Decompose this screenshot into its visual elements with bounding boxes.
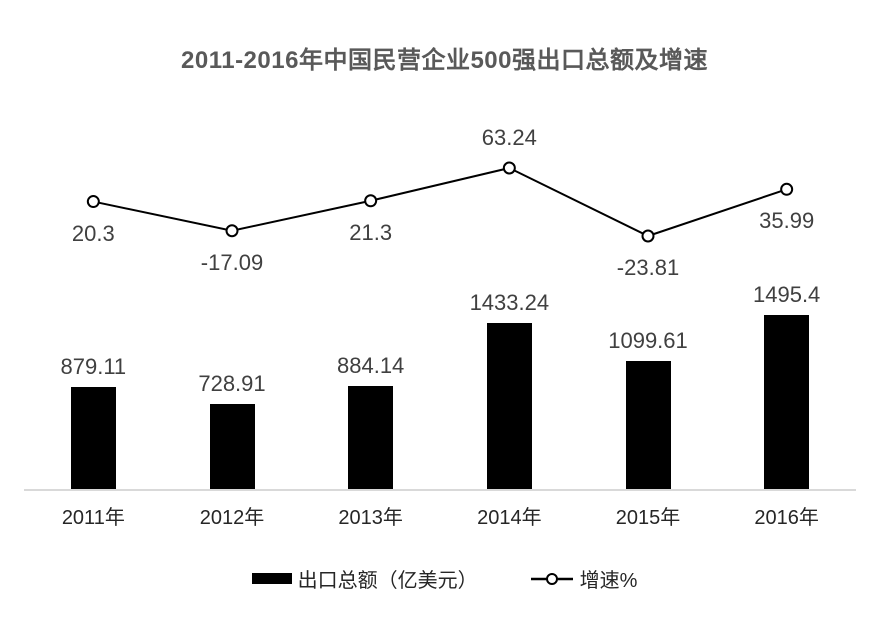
- line-point-marker: [225, 224, 239, 238]
- x-axis-tick-label: 2015年: [615, 507, 681, 529]
- line-point-marker: [641, 229, 655, 243]
- bar-value-label: 1433.24: [469, 289, 550, 315]
- x-axis-tick-label: 2012年: [199, 507, 265, 529]
- chart-title: 2011-2016年中国民营企业500强出口总额及增速: [181, 47, 708, 74]
- bar: [625, 361, 671, 489]
- line-value-label: -17.09: [200, 249, 264, 275]
- x-axis-tick-label: 2013年: [338, 507, 403, 529]
- line-value-label: 63.24: [481, 124, 537, 150]
- line-series-marker-icon: [530, 572, 573, 585]
- bar: [70, 387, 116, 489]
- line-value-label: 35.99: [759, 208, 815, 234]
- line-point-marker: [780, 182, 794, 196]
- bar-value-label: 1099.61: [608, 328, 688, 354]
- x-axis-tick-label: 2011年: [61, 507, 125, 529]
- bar: [209, 404, 255, 489]
- bar-series-swatch-icon: [251, 573, 292, 584]
- line-value-label: 20.3: [71, 220, 115, 246]
- bar: [764, 315, 810, 489]
- x-axis-tick-label: 2014年: [477, 507, 542, 529]
- x-axis-tick-label: 2016年: [754, 507, 819, 529]
- legend-label-export-total: 出口总额（亿美元）: [297, 570, 478, 592]
- legend: 出口总额（亿美元） 增速%: [0, 564, 889, 593]
- legend-item-growth-rate: 增速%: [530, 564, 638, 593]
- line-value-label: 21.3: [349, 219, 393, 245]
- bar: [348, 386, 394, 489]
- line-point-marker: [86, 195, 100, 209]
- bar-value-label: 728.91: [198, 371, 266, 397]
- bar-value-label: 879.11: [60, 354, 127, 379]
- bar: [486, 322, 532, 489]
- legend-label-growth-rate: 增速%: [579, 570, 638, 592]
- line-point-marker: [364, 194, 378, 208]
- line-point-marker: [502, 161, 516, 175]
- x-axis-line: [24, 489, 856, 491]
- bar-value-label: 884.14: [337, 353, 405, 379]
- line-value-label: -23.81: [616, 255, 680, 280]
- bar-value-label: 1495.4: [753, 282, 821, 308]
- legend-item-export-total: 出口总额（亿美元）: [251, 564, 478, 593]
